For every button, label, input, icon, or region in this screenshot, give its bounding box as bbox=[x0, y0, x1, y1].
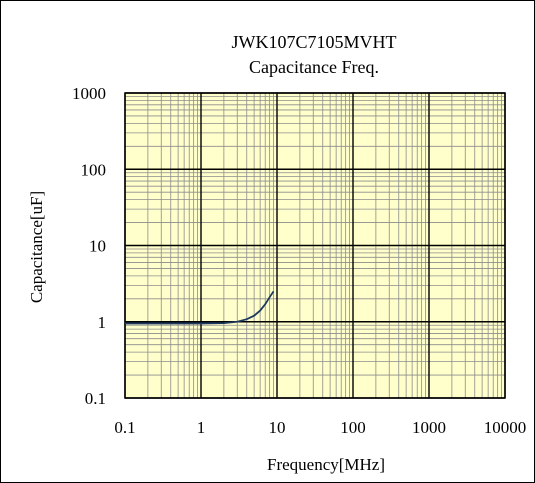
y-axis-label: Capacitance[uF] bbox=[27, 191, 46, 303]
y-tick-label: 10 bbox=[89, 237, 106, 256]
x-tick-label: 1000 bbox=[412, 418, 446, 437]
x-tick-label: 10000 bbox=[484, 418, 527, 437]
x-tick-label: 100 bbox=[340, 418, 366, 437]
plot-border bbox=[124, 92, 506, 399]
x-axis-label: Frequency[MHz] bbox=[267, 455, 385, 474]
y-tick-labels: 0.1 1 10 100 1000 bbox=[72, 84, 106, 408]
series-layer bbox=[125, 290, 275, 325]
y-tick-label: 1 bbox=[98, 313, 107, 332]
y-tick-label: 1000 bbox=[72, 84, 106, 103]
chart-subtitle: Capacitance Freq. bbox=[249, 57, 379, 77]
x-tick-label: 10 bbox=[269, 418, 286, 437]
y-tick-label: 100 bbox=[81, 160, 107, 179]
chart-title: JWK107C7105MVHT bbox=[232, 32, 397, 52]
y-tick-label: 0.1 bbox=[85, 389, 106, 408]
x-tick-labels: 0.1 1 10 100 1000 10000 bbox=[114, 418, 526, 437]
x-tick-label: 1 bbox=[197, 418, 206, 437]
series-line bbox=[125, 290, 275, 325]
x-tick-label: 0.1 bbox=[114, 418, 135, 437]
